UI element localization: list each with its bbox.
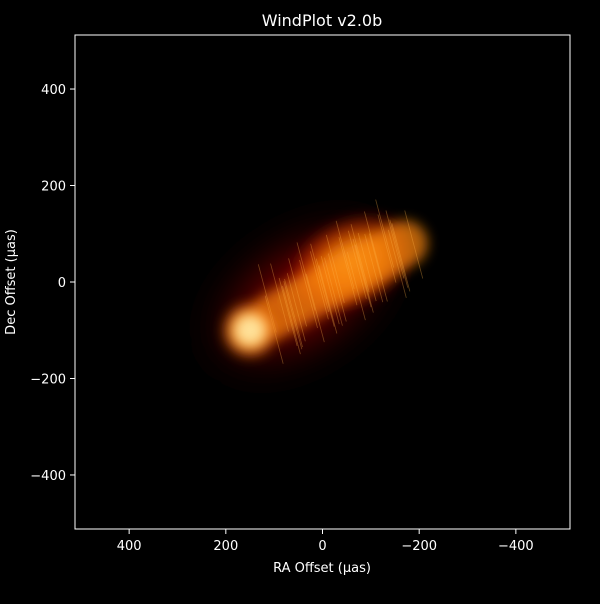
wind-streak [346,252,366,321]
wind-streak [385,210,405,279]
emission-jet [251,220,428,339]
wind-streak [364,234,384,303]
x-axis-label: RA Offset (μas) [273,561,371,576]
wind-streak [320,256,340,325]
wind-streak [310,243,330,312]
wind-streak [270,263,289,332]
wind-streak [309,251,329,320]
x-axis: 400 200 0 −200 −400 [117,529,534,554]
wind-streak [318,265,338,334]
chart-title: WindPlot v2.0b [262,11,383,30]
y-tick-label: 200 [41,180,66,195]
plot-area [75,35,570,529]
wind-streak [347,230,367,299]
emission-core-peak [237,317,263,343]
emission-image [189,199,428,388]
wind-streak [286,273,306,342]
x-tick-label: 200 [213,539,238,554]
y-tick-label: −200 [30,372,66,387]
wind-streak [282,286,301,355]
x-tick-label: −400 [498,539,534,554]
wind-streak [375,199,395,268]
y-tick-label: 0 [58,276,66,291]
wind-streak [296,242,316,311]
wind-streak [335,220,355,289]
y-axis: 400 200 0 −200 −400 [30,83,75,484]
wind-streak [364,211,383,280]
wind-streaks [257,199,424,364]
wind-streak [338,237,358,306]
x-tick-label: −200 [401,539,437,554]
wind-streak [305,273,325,343]
wind-streak [283,281,303,350]
wind-streak [299,259,318,329]
wind-streak [325,234,345,303]
wind-streak [368,233,388,302]
wind-streak [350,224,370,293]
wind-streak [377,214,397,283]
wind-streak [288,258,307,327]
wind-streak [357,232,377,302]
wind-streak [284,278,303,348]
y-axis-label: Dec Offset (μas) [4,229,19,335]
wind-streak [278,277,298,347]
x-tick-label: 0 [318,539,326,554]
y-tick-label: 400 [41,83,66,98]
wind-streak [324,257,343,326]
y-tick-label: −400 [30,469,66,484]
wind-streak [354,244,374,313]
wind-streak [327,253,347,322]
wind-streak [391,223,411,292]
wind-streak [315,258,335,327]
wind-streak [352,239,372,308]
wind-streak [404,210,424,279]
x-tick-label: 400 [117,539,142,554]
wind-streak [387,229,407,298]
wind-streak [389,219,409,288]
